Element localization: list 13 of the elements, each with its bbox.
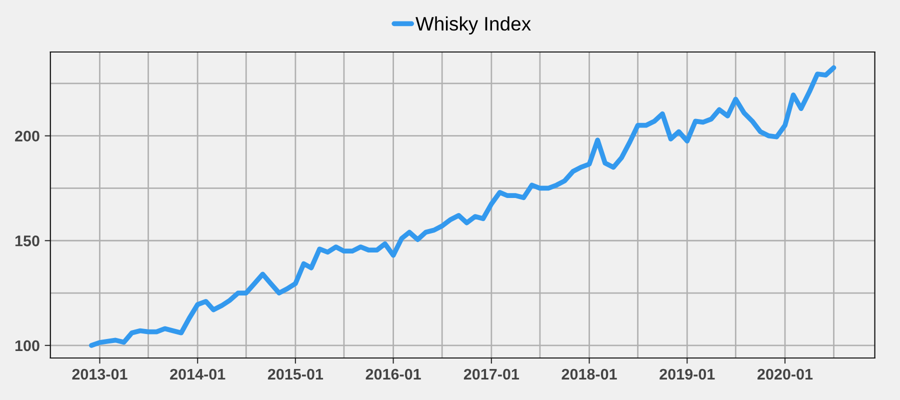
y-tick-label: 200	[15, 130, 40, 142]
y-tick-label: 150	[15, 236, 40, 246]
x-tick-label: 2017-01	[464, 368, 520, 380]
x-tick-label: 2020-01	[757, 368, 813, 380]
legend-label: Whisky Index	[416, 16, 531, 34]
line-series	[88, 65, 836, 348]
x-tick-label: 2014-01	[170, 368, 226, 380]
x-tick-label: 2019-01	[660, 368, 715, 380]
y-tick-label: 100	[15, 340, 40, 352]
x-tick-label: 2018-01	[562, 368, 617, 380]
x-tick-label: 2016-01	[366, 368, 421, 380]
x-tick-label: 2015-01	[268, 368, 324, 380]
x-tick-label: 2013-01	[72, 368, 128, 380]
